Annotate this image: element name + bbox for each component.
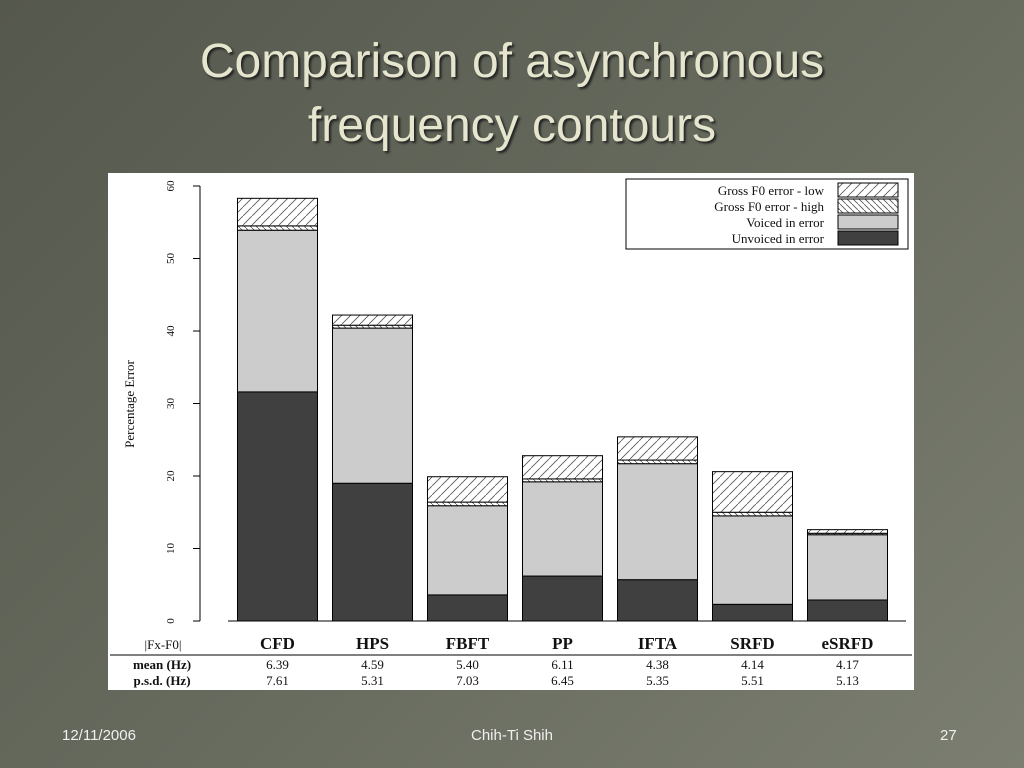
x-tick-label: FBFT [446,634,490,653]
x-tick-label: IFTA [638,634,678,653]
table-header: |Fx-F0| [145,637,182,652]
table-cell: 4.14 [741,657,764,672]
x-tick-label: PP [552,634,573,653]
legend-label: Gross F0 error - high [714,199,824,214]
legend-swatch [837,198,899,214]
x-tick-label: SRFD [730,634,774,653]
bar-segment [332,482,413,622]
table-cell: 6.39 [266,657,289,672]
table-cell: 5.31 [361,673,384,688]
slide-title: Comparison of asynchronous frequency con… [199,35,825,152]
bar-segment [237,225,318,231]
bar-segment [237,197,318,227]
bar-segment [712,603,793,622]
bar-segment [807,529,888,534]
table-cell: 5.13 [836,673,859,688]
bar-segment [332,314,413,326]
bar-segment [427,594,508,622]
bar-segment [617,463,698,581]
table-cell: 4.38 [646,657,669,672]
y-tick-label: 0 [165,618,177,624]
legend-swatch [837,182,899,198]
bar-segment [427,505,508,596]
bar-segment [712,511,793,517]
date: 12/11/2006 [62,727,136,744]
bar-segment [807,534,888,601]
x-tick-label: CFD [260,634,295,653]
y-tick-label: 20 [165,470,177,482]
bar-segment [237,391,318,622]
bar-segment [427,476,508,503]
y-axis-label: Percentage Error [122,359,137,447]
y-tick-label: 60 [165,180,177,192]
bar-segment [617,579,698,622]
author: Chih-Ti Shih [471,727,553,744]
bar-segment [522,455,603,480]
table-cell: 5.40 [456,657,479,672]
legend-swatch [837,230,899,246]
bar-segment [237,229,318,393]
bar-segment [332,327,413,484]
y-tick-label: 10 [165,543,177,555]
table-row-label: p.s.d. (Hz) [133,673,190,688]
bar-segment [807,599,888,622]
y-tick-label: 30 [165,398,177,410]
bar-segment [712,515,793,605]
table-cell: 4.17 [836,657,859,672]
table-cell: 6.45 [551,673,574,688]
bar-segment [617,459,698,465]
x-tick-label: eSRFD [822,634,874,653]
y-tick-label: 50 [165,253,177,265]
table-cell: 4.59 [361,657,384,672]
legend-label: Gross F0 error - low [718,183,825,198]
table-cell: 6.11 [551,657,573,672]
legend-label: Voiced in error [746,215,824,230]
x-tick-label: HPS [356,634,389,653]
table-cell: 7.03 [456,673,479,688]
bar-segment [712,471,793,513]
legend-swatch [837,214,899,230]
table-cell: 5.51 [741,673,764,688]
bar-segment [522,575,603,622]
bar-segment [427,501,508,507]
y-tick-label: 40 [165,325,177,337]
table-cell: 5.35 [646,673,669,688]
table-row-label: mean (Hz) [133,657,191,672]
page-number: 27 [940,727,957,744]
bar-segment [522,481,603,577]
bar-segment [617,436,698,461]
chart-panel [108,173,914,690]
legend-label: Unvoiced in error [732,231,825,246]
table-cell: 7.61 [266,673,289,688]
